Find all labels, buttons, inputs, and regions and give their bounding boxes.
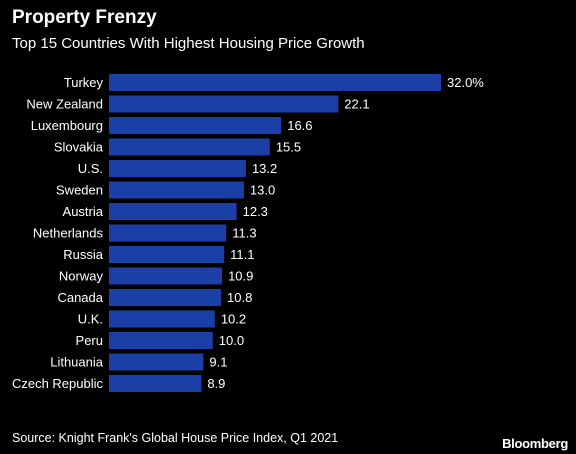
bar <box>109 224 227 242</box>
value-label: 13.2 <box>252 161 277 176</box>
bar <box>109 246 225 263</box>
source-note: Source: Knight Frank's Global House Pric… <box>12 431 339 445</box>
bloomberg-logo: Bloomberg <box>502 436 568 451</box>
category-label: Turkey <box>64 75 104 90</box>
bar <box>109 181 244 199</box>
value-label: 10.2 <box>221 312 246 327</box>
chart-title: Property Frenzy <box>12 7 157 28</box>
value-label: 10.8 <box>227 290 252 305</box>
value-label: 32.0% <box>447 75 484 90</box>
category-label: Norway <box>59 269 104 284</box>
bar <box>109 332 213 349</box>
bar <box>109 375 202 392</box>
value-label: 13.0 <box>250 183 275 198</box>
category-label: U.K. <box>78 312 103 327</box>
value-label: 11.1 <box>230 247 254 262</box>
chart-subtitle: Top 15 Countries With Highest Housing Pr… <box>12 35 365 52</box>
value-label: 9.1 <box>209 355 227 370</box>
category-label: Peru <box>76 333 103 348</box>
value-label: 10.0 <box>219 333 244 348</box>
category-label: Luxembourg <box>31 118 103 133</box>
bar <box>109 160 246 177</box>
category-label: Canada <box>57 290 103 305</box>
value-label: 22.1 <box>344 97 369 112</box>
category-label: Austria <box>63 204 104 219</box>
category-label: New Zealand <box>26 97 103 112</box>
bar <box>109 74 441 91</box>
value-label: 12.3 <box>243 204 268 219</box>
value-label: 15.5 <box>276 140 301 155</box>
category-label: Slovakia <box>54 140 104 155</box>
category-label: U.S. <box>78 161 103 176</box>
value-label: 16.6 <box>287 118 312 133</box>
value-label: 10.9 <box>228 269 253 284</box>
category-label: Russia <box>63 247 104 262</box>
category-label: Lithuania <box>50 355 104 370</box>
category-label: Netherlands <box>33 226 104 241</box>
category-label: Sweden <box>56 183 103 198</box>
category-label: Czech Republic <box>12 376 104 391</box>
bar <box>109 289 222 306</box>
bar <box>109 203 237 220</box>
bar <box>109 117 282 134</box>
bar <box>109 310 215 328</box>
bar <box>109 138 270 156</box>
bar <box>109 95 339 113</box>
bar <box>109 267 223 285</box>
bar <box>109 353 204 371</box>
value-label: 8.9 <box>207 376 225 391</box>
value-label: 11.3 <box>232 226 256 241</box>
